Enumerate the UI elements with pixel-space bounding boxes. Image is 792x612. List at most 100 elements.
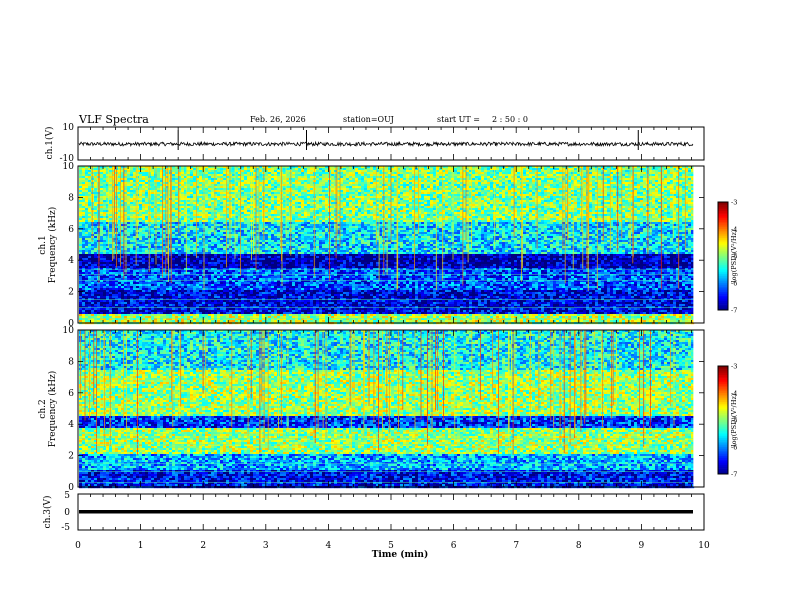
spec-cell — [415, 176, 418, 178]
spec-cell — [664, 180, 667, 182]
spec-cell — [487, 168, 490, 170]
spec-cell — [205, 176, 208, 178]
spec-cell — [292, 170, 295, 172]
spec-cell — [247, 184, 250, 186]
spec-cell — [478, 170, 481, 172]
spec-cell — [454, 178, 457, 180]
spec-cell — [589, 178, 592, 180]
spec-cell — [268, 182, 271, 184]
spec-cell — [223, 184, 226, 186]
spec-cell — [271, 170, 274, 172]
spec-cell — [595, 184, 598, 186]
spec-cell — [229, 182, 232, 184]
spec-cell — [181, 184, 184, 186]
spec-cell — [604, 178, 607, 180]
spec-cell — [94, 172, 97, 174]
spec-cell — [628, 174, 631, 176]
spec-cell — [454, 168, 457, 170]
spec-cell — [421, 172, 424, 174]
spec-cell — [508, 172, 511, 174]
spec-cell — [595, 178, 598, 180]
spec-cell — [310, 172, 313, 174]
spec-cell — [274, 172, 277, 174]
spec-cell — [340, 170, 343, 172]
spec-cell — [304, 180, 307, 182]
spec-cell — [679, 180, 682, 182]
spec-cell — [139, 172, 142, 174]
spec-cell — [208, 178, 211, 180]
spec-cell — [340, 186, 343, 188]
spec-cell — [571, 172, 574, 174]
spec-cell — [583, 180, 586, 182]
spec-cell — [175, 168, 178, 170]
spec-cell — [433, 184, 436, 186]
spec-cell — [658, 184, 661, 186]
spec-cell — [103, 184, 106, 186]
spec-cell — [550, 176, 553, 178]
spec-cell — [613, 180, 616, 182]
spec-cell — [79, 184, 82, 186]
spec-cell — [340, 174, 343, 176]
spec-cell — [655, 184, 658, 186]
spec-cell — [472, 168, 475, 170]
spec-cell — [544, 178, 547, 180]
spec-cell — [346, 184, 349, 186]
spec-cell — [319, 178, 322, 180]
spec-cell — [322, 180, 325, 182]
spec-cell — [157, 170, 160, 172]
spec-cell — [496, 176, 499, 178]
spec-cell — [295, 186, 298, 188]
spec-cell — [427, 172, 430, 174]
spec-cell — [670, 182, 673, 184]
spec-cell — [499, 182, 502, 184]
spec-cell — [547, 184, 550, 186]
spec-cell — [298, 172, 301, 174]
spec-cell — [457, 180, 460, 182]
spec-cell — [325, 170, 328, 172]
spec-cell — [211, 178, 214, 180]
spec-cell — [349, 180, 352, 182]
spec-cell — [85, 182, 88, 184]
spec-cell — [622, 170, 625, 172]
spec-cell — [475, 184, 478, 186]
spec-cell — [454, 170, 457, 172]
spec-cell — [286, 184, 289, 186]
spec-cell — [571, 180, 574, 182]
spec-cell — [340, 172, 343, 174]
spec-cell — [658, 176, 661, 178]
ch1-ytick-top: 10 — [63, 123, 75, 133]
spec-cell — [625, 182, 628, 184]
spec-cell — [667, 176, 670, 178]
spec-cell — [448, 172, 451, 174]
spec-cell — [355, 174, 358, 176]
spec-cell — [130, 174, 133, 176]
spec-cell — [331, 176, 334, 178]
spec-cell — [301, 186, 304, 188]
spec-cell — [550, 180, 553, 182]
spec-cell — [628, 184, 631, 186]
spec-cell — [259, 168, 262, 170]
spec-cell — [667, 168, 670, 170]
spec-cell — [109, 176, 112, 178]
spec-cell — [220, 184, 223, 186]
spec-cell — [199, 178, 202, 180]
spec-cell — [424, 174, 427, 176]
spec-cell — [547, 178, 550, 180]
spec-cell — [145, 178, 148, 180]
spec-cell — [223, 182, 226, 184]
spec-cell — [553, 170, 556, 172]
spec-cell — [637, 180, 640, 182]
spec-cell — [568, 182, 571, 184]
spec-cell — [208, 182, 211, 184]
spec-cell — [247, 178, 250, 180]
spec-cell — [400, 182, 403, 184]
spec-cell — [325, 182, 328, 184]
spec-cell — [487, 182, 490, 184]
spec-cell — [100, 174, 103, 176]
spec-cell — [301, 184, 304, 186]
spec-cell — [487, 178, 490, 180]
spec-cell — [106, 168, 109, 170]
spec-cell — [373, 180, 376, 182]
spec-cell — [598, 168, 601, 170]
spec-cell — [343, 176, 346, 178]
